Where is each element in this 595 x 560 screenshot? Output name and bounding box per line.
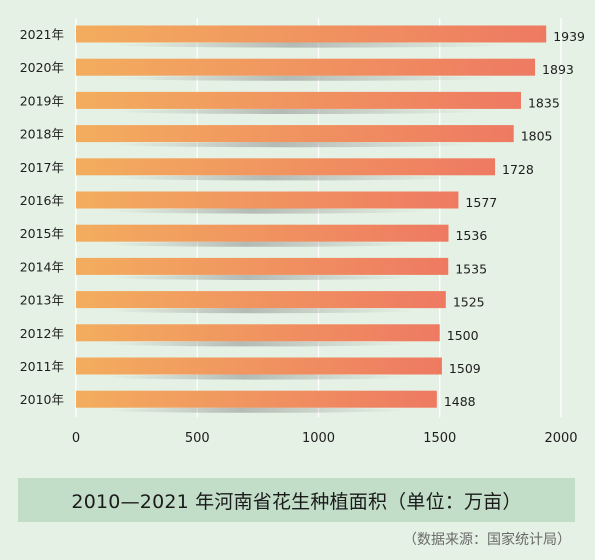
bar (76, 125, 514, 143)
bar (76, 191, 459, 209)
bar (76, 390, 437, 408)
bar-shadow (105, 374, 413, 380)
category-label: 2021年 (20, 27, 64, 42)
x-tick-label: 1500 (423, 431, 456, 446)
x-tick-label: 1000 (302, 431, 335, 446)
chart-plot: 0 500 1000 1500 2000 2021年 1939 2020年 1893 2019年 1… (20, 18, 585, 446)
category-label: 2018年 (20, 127, 64, 142)
data-source: （数据来源：国家统计局） (403, 532, 571, 548)
bar-shadow (111, 142, 479, 148)
bar-shadow (105, 308, 417, 314)
bar (76, 357, 442, 375)
bar-shadow (111, 108, 486, 114)
bar (76, 224, 449, 242)
category-label: 2012年 (20, 326, 64, 341)
data-label: 1939 (553, 29, 585, 44)
bar-shadow (105, 241, 419, 247)
category-label: 2010年 (20, 392, 64, 407)
bar-shadow (104, 407, 408, 413)
x-tick-label: 500 (185, 431, 210, 446)
bar-shadow (109, 175, 462, 181)
category-label: 2017年 (20, 160, 64, 175)
data-label: 1500 (447, 328, 479, 343)
data-label: 1535 (455, 261, 487, 276)
category-label: 2015年 (20, 226, 64, 241)
category-label: 2011年 (20, 359, 64, 374)
data-label: 1893 (542, 62, 574, 77)
bar (76, 25, 547, 43)
bar (76, 324, 440, 342)
chart-title: 2010—2021 年河南省花生种植面积（单位：万亩） (18, 478, 575, 522)
bar-shadow (112, 75, 499, 81)
data-label: 1509 (449, 361, 481, 376)
bar (76, 158, 496, 176)
bar (76, 58, 536, 76)
x-tick-label: 2000 (544, 431, 577, 446)
data-label: 1835 (528, 95, 560, 110)
category-label: 2013年 (20, 293, 64, 308)
bar-shadow (106, 208, 428, 214)
category-label: 2019年 (20, 93, 64, 108)
data-label: 1728 (502, 162, 534, 177)
bar (76, 291, 446, 309)
bar-shadow (113, 42, 509, 48)
data-label: 1488 (444, 394, 476, 409)
data-label: 1577 (465, 195, 497, 210)
bar (76, 91, 521, 109)
x-tick-label: 0 (72, 431, 80, 446)
data-label: 1525 (453, 295, 485, 310)
bar-shadow (105, 341, 411, 347)
data-label: 1805 (521, 129, 553, 144)
category-label: 2014年 (20, 259, 64, 274)
category-label: 2016年 (20, 193, 64, 208)
data-label: 1536 (455, 228, 487, 243)
category-label: 2020年 (20, 60, 64, 75)
bar (76, 257, 449, 275)
bar-shadow (105, 274, 419, 280)
